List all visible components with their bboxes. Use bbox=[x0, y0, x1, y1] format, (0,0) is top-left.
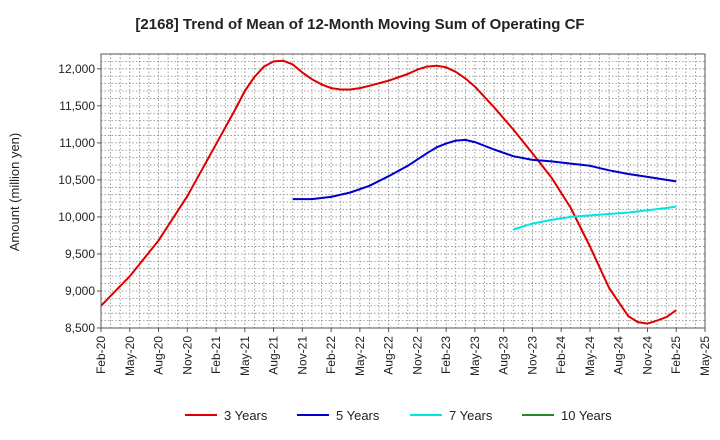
x-tick-label: Aug-22 bbox=[382, 336, 396, 375]
y-tick-label: 9,500 bbox=[65, 247, 95, 261]
x-tick-label: May-21 bbox=[238, 336, 252, 376]
y-axis-label: Amount (million yen) bbox=[7, 133, 22, 252]
legend-label: 3 Years bbox=[224, 408, 268, 423]
x-tick-label: May-24 bbox=[583, 336, 597, 376]
y-tick-label: 11,000 bbox=[59, 136, 95, 150]
x-tick-label: Feb-24 bbox=[554, 336, 568, 374]
x-tick-label: May-22 bbox=[353, 336, 367, 376]
y-axis-ticks: 8,500 9,000 9,500 10,000 10,500 11,000 11,500 1… bbox=[58, 62, 101, 335]
x-tick-label: Aug-21 bbox=[267, 336, 281, 375]
legend-label: 10 Years bbox=[561, 408, 612, 423]
y-tick-label: 12,000 bbox=[58, 62, 95, 76]
x-tick-label: May-25 bbox=[698, 336, 712, 376]
x-tick-label: Feb-21 bbox=[209, 336, 223, 374]
x-tick-label: Feb-20 bbox=[94, 336, 108, 374]
x-tick-label: Aug-23 bbox=[497, 336, 511, 375]
plot-area-frame bbox=[100, 53, 706, 329]
x-tick-label: Nov-21 bbox=[295, 336, 309, 375]
series-lines bbox=[100, 59, 677, 325]
x-tick-label: May-23 bbox=[468, 336, 482, 376]
series-line-3-years bbox=[100, 59, 677, 325]
legend-label: 5 Years bbox=[336, 408, 380, 423]
legend: 3 Years 5 Years 7 Years 10 Years bbox=[185, 408, 612, 423]
y-tick-label: 10,500 bbox=[58, 173, 95, 187]
x-tick-label: Nov-22 bbox=[410, 336, 424, 375]
x-tick-label: Aug-20 bbox=[152, 336, 166, 375]
chart-title: [2168] Trend of Mean of 12-Month Moving … bbox=[135, 16, 584, 33]
x-tick-label: Nov-23 bbox=[525, 336, 539, 375]
y-tick-label: 11,500 bbox=[59, 99, 95, 113]
x-tick-label: Feb-22 bbox=[324, 336, 338, 374]
x-tick-label: Nov-20 bbox=[180, 336, 194, 375]
y-tick-label: 8,500 bbox=[65, 321, 95, 335]
legend-label: 7 Years bbox=[449, 408, 493, 423]
series-line-5-years bbox=[292, 138, 677, 201]
x-tick-label: May-20 bbox=[123, 336, 137, 376]
y-tick-label: 10,000 bbox=[58, 210, 95, 224]
x-tick-label: Feb-23 bbox=[439, 336, 453, 374]
x-axis-ticks: Feb-20 May-20 Aug-20 Nov-20 Feb-21 May-21 Aug-… bbox=[94, 328, 712, 376]
x-tick-label: Feb-25 bbox=[669, 336, 683, 374]
grid bbox=[100, 53, 706, 329]
x-tick-label: Aug-24 bbox=[612, 336, 626, 375]
x-tick-label: Nov-24 bbox=[640, 336, 654, 375]
y-tick-label: 9,000 bbox=[65, 284, 95, 298]
series-line-7-years bbox=[513, 205, 677, 231]
